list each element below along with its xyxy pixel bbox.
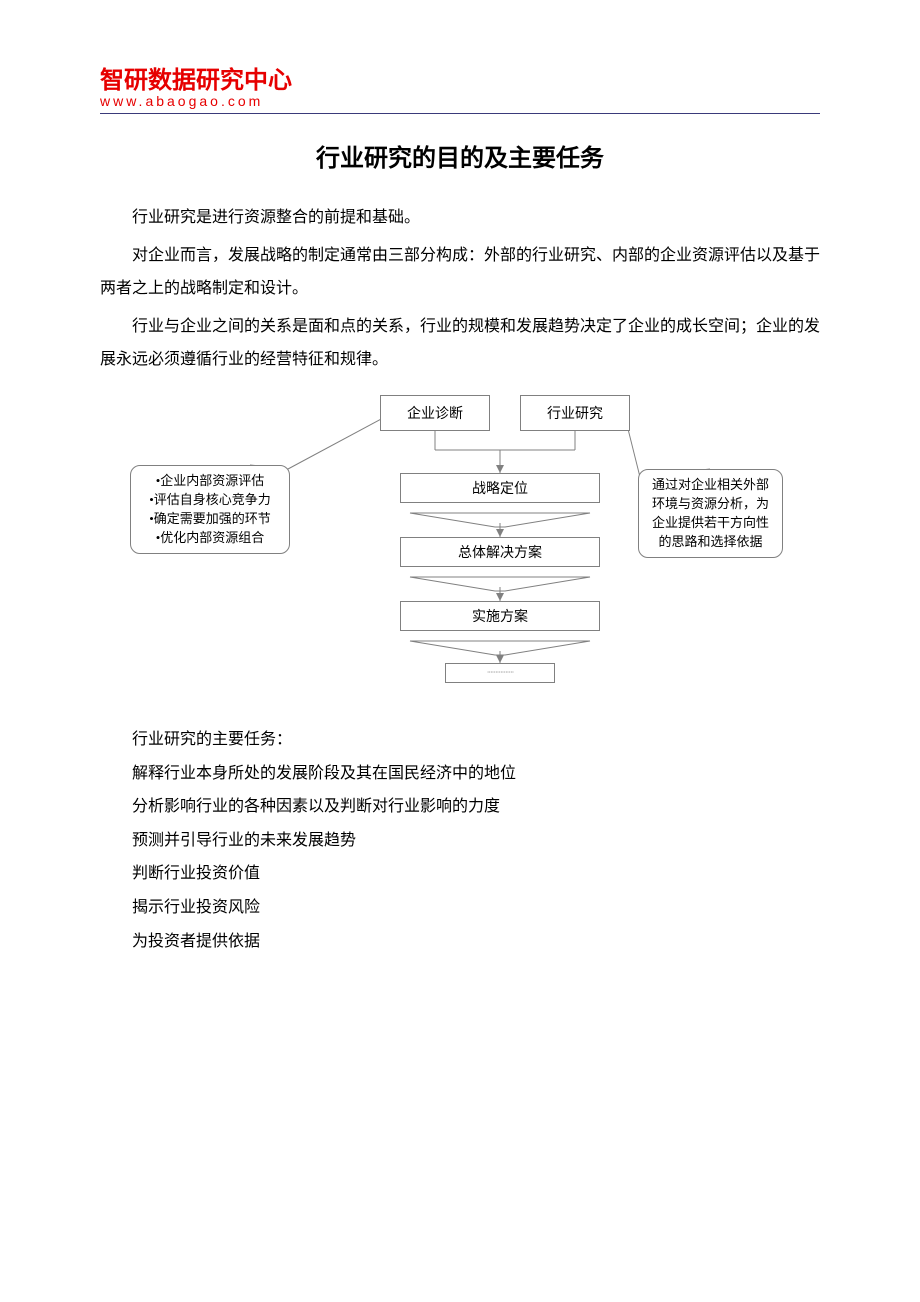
task-item-3: 预测并引导行业的未来发展趋势: [100, 824, 820, 858]
header-logo: 智研数据研究中心 www.abaogao.com: [100, 60, 820, 109]
logo-text: 智研数据研究中心: [100, 60, 820, 95]
paragraph-1: 行业研究是进行资源整合的前提和基础。: [100, 201, 820, 235]
left-callout-line-4: •优化内部资源组合: [139, 529, 281, 548]
flowchart-box-strategic-positioning: 战略定位: [400, 473, 600, 503]
flowchart-left-callout: •企业内部资源评估 •评估自身核心竞争力 •确定需要加强的环节 •优化内部资源组…: [130, 465, 290, 554]
flowchart-box-implementation: 实施方案: [400, 601, 600, 631]
flowchart-diagram: 企业诊断 行业研究 战略定位 总体解决方案 实施方案 ·············…: [170, 395, 750, 705]
header-divider: [100, 113, 820, 114]
logo-url: www.abaogao.com: [100, 93, 820, 109]
flowchart-box-ellipsis: ················: [445, 663, 555, 683]
flowchart-right-callout: 通过对企业相关外部环境与资源分析，为企业提供若干方向性的思路和选择依据: [638, 469, 783, 558]
left-callout-line-1: •企业内部资源评估: [139, 472, 281, 491]
paragraph-2: 对企业而言，发展战略的制定通常由三部分构成：外部的行业研究、内部的企业资源评估以…: [100, 239, 820, 306]
page-title: 行业研究的目的及主要任务: [100, 138, 820, 173]
task-item-1: 解释行业本身所处的发展阶段及其在国民经济中的地位: [100, 757, 820, 791]
task-item-2: 分析影响行业的各种因素以及判断对行业影响的力度: [100, 790, 820, 824]
flowchart-box-industry-research: 行业研究: [520, 395, 630, 431]
task-item-4: 判断行业投资价值: [100, 857, 820, 891]
paragraph-3: 行业与企业之间的关系是面和点的关系，行业的规模和发展趋势决定了企业的成长空间；企…: [100, 310, 820, 377]
tasks-header: 行业研究的主要任务：: [100, 723, 820, 757]
task-item-5: 揭示行业投资风险: [100, 891, 820, 925]
left-callout-line-3: •确定需要加强的环节: [139, 510, 281, 529]
flowchart-box-enterprise-diagnosis: 企业诊断: [380, 395, 490, 431]
left-callout-line-2: •评估自身核心竞争力: [139, 491, 281, 510]
task-item-6: 为投资者提供依据: [100, 925, 820, 959]
document-page: 智研数据研究中心 www.abaogao.com 行业研究的目的及主要任务 行业…: [0, 0, 920, 958]
flowchart-box-overall-solution: 总体解决方案: [400, 537, 600, 567]
